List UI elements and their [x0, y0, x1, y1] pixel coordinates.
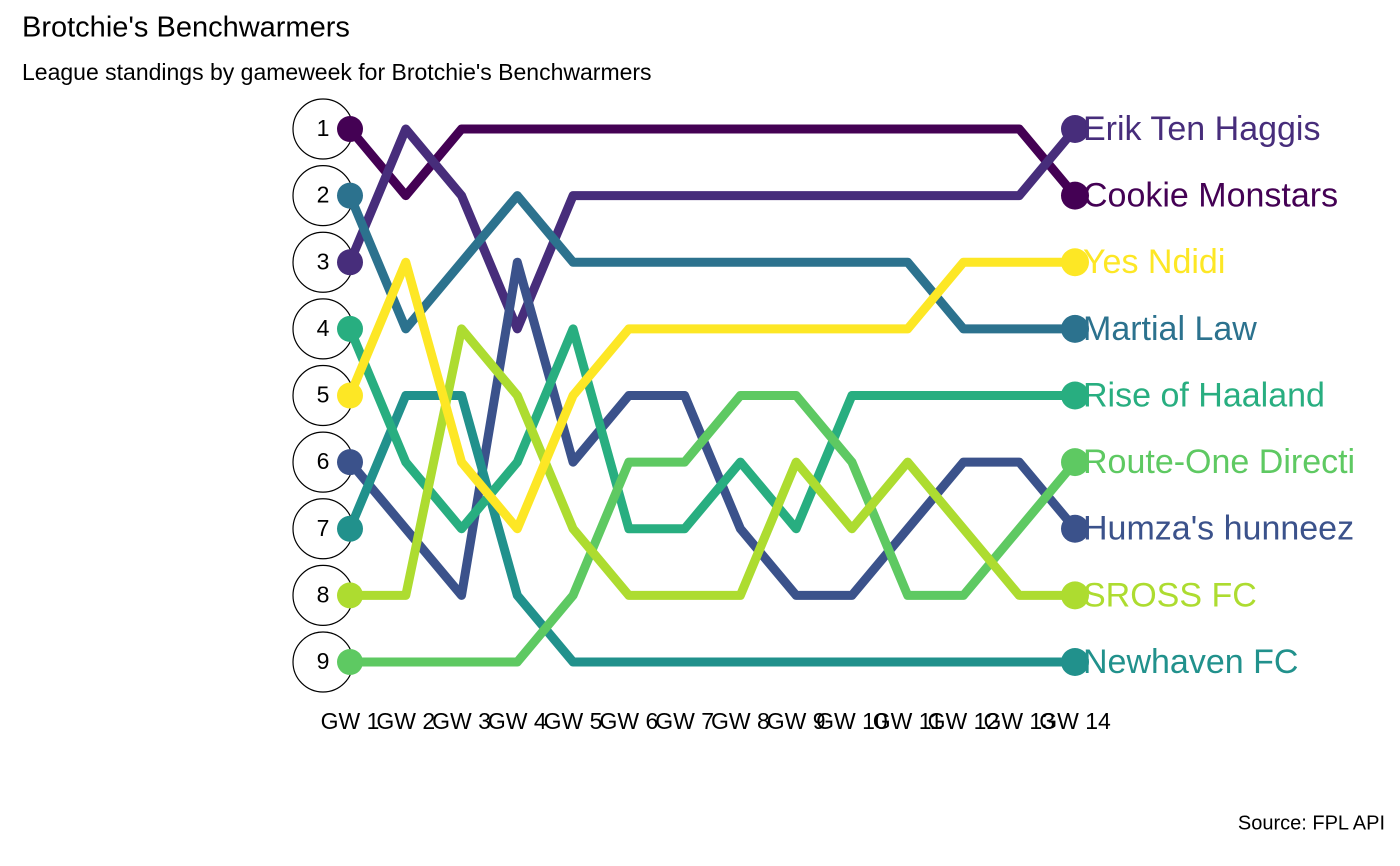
series-line [346, 124, 1079, 201]
end-dot [1061, 581, 1089, 610]
start-dot [337, 116, 363, 142]
start-dot [337, 182, 363, 209]
series-label: Martial Law [1083, 310, 1257, 348]
series-label: Erik Ten Haggis [1083, 110, 1321, 148]
y-tick-label: 1 [317, 115, 330, 141]
y-tick-label: 4 [317, 315, 330, 341]
x-tick-label: GW 9 [767, 708, 826, 734]
x-tick-label: GW 3 [432, 708, 491, 734]
series-line [350, 324, 1075, 600]
y-tick-label: 6 [317, 448, 330, 474]
x-tick-label: GW 7 [655, 708, 714, 734]
start-dot [337, 449, 363, 476]
y-tick-label: 5 [317, 382, 330, 408]
x-tick-label: GW 12 [928, 708, 1000, 734]
end-dot [1061, 314, 1089, 343]
end-dot [1061, 248, 1089, 277]
series-label: Cookie Monstars [1083, 177, 1338, 215]
end-dot [1061, 448, 1089, 477]
x-tick-label: GW 4 [488, 708, 547, 734]
series-label: Route-One Directi [1083, 443, 1355, 481]
series-line [345, 324, 1075, 534]
series-label: Rise of Haaland [1083, 376, 1325, 414]
x-tick-label: GW 6 [599, 708, 658, 734]
y-tick-label: 2 [317, 182, 330, 208]
end-dot [1061, 181, 1089, 210]
series-line [345, 124, 1079, 334]
caption: Source: FPL API [1238, 812, 1385, 834]
y-tick-label: 8 [317, 581, 330, 607]
end-dot [1061, 115, 1089, 143]
series-line [345, 191, 1075, 334]
x-tick-label: GW 8 [711, 708, 770, 734]
x-tick-label: GW 2 [376, 708, 435, 734]
y-tick-label: 3 [317, 248, 330, 274]
x-tick-label: GW 10 [816, 708, 888, 734]
x-tick-label: GW 1 [321, 708, 380, 734]
series-line [345, 391, 1075, 667]
series-label: Humza's hunneez [1083, 510, 1354, 548]
x-tick-label: GW 11 [873, 708, 943, 734]
end-dot [1061, 381, 1089, 410]
series-line [346, 257, 1079, 600]
end-dot [1061, 514, 1089, 543]
start-dot [337, 315, 363, 342]
series-label: Newhaven FC [1083, 643, 1298, 681]
end-dot [1061, 648, 1089, 676]
start-dot [337, 649, 363, 675]
start-dot [337, 382, 363, 409]
series-label: Yes Ndidi [1083, 243, 1225, 281]
chart-subtitle: League standings by gameweek for Brotchi… [22, 59, 652, 85]
x-tick-label: GW 5 [544, 708, 603, 734]
start-dot [337, 249, 363, 276]
series-line [345, 257, 1075, 534]
y-tick-label: 9 [317, 648, 330, 674]
x-tick-label: GW 14 [1039, 708, 1111, 734]
x-tick-label: GW 13 [983, 708, 1055, 734]
start-dot [337, 515, 363, 542]
y-tick-label: 7 [317, 515, 330, 541]
series-line [350, 391, 1079, 667]
chart-title: Brotchie's Benchwarmers [22, 12, 350, 44]
start-dot [337, 582, 363, 609]
series-label: SROSS FC [1083, 576, 1257, 614]
